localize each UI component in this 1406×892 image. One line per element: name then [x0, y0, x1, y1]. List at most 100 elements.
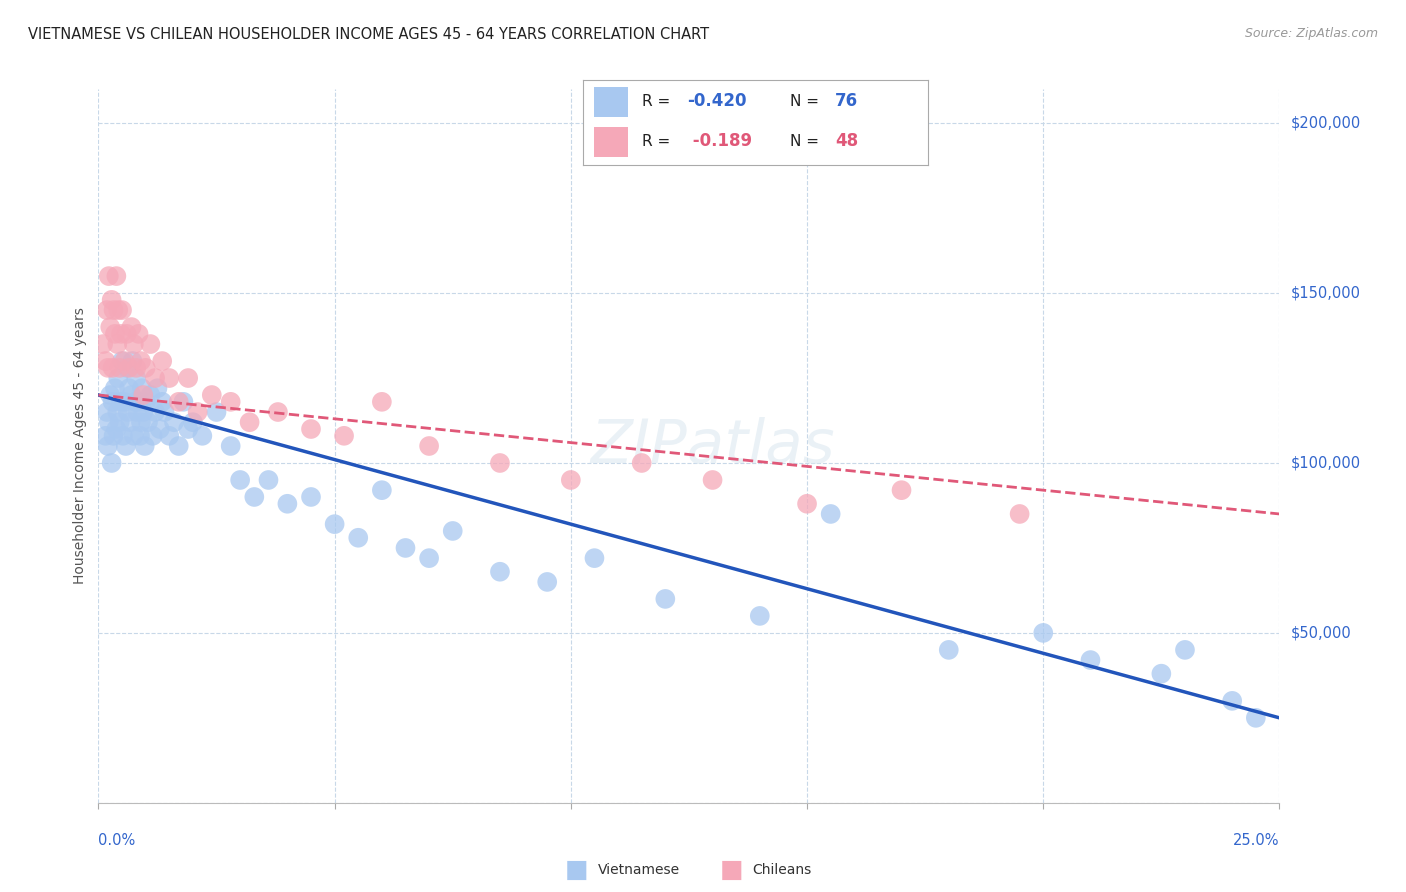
Point: [177, 371, 200, 385]
Point: [536, 574, 558, 589]
Point: [143, 371, 166, 385]
Point: [150, 354, 173, 368]
Point: [97, 269, 120, 284]
Point: [91, 337, 114, 351]
Point: [132, 405, 155, 419]
Point: [1220, 694, 1243, 708]
Point: [105, 405, 128, 419]
Point: [630, 456, 652, 470]
Point: [1008, 507, 1031, 521]
Point: [167, 439, 190, 453]
Point: [276, 497, 298, 511]
Point: [132, 388, 155, 402]
Point: [157, 371, 180, 385]
Point: [748, 608, 770, 623]
Bar: [593, 87, 628, 117]
Point: [890, 483, 912, 498]
Point: [1244, 711, 1267, 725]
Point: [820, 507, 842, 521]
Point: [418, 551, 440, 566]
Text: $50,000: $50,000: [1291, 625, 1351, 640]
Point: [371, 483, 394, 498]
Point: [219, 394, 242, 409]
Point: [105, 269, 128, 284]
Point: [100, 456, 122, 470]
Point: [108, 360, 131, 375]
Point: [101, 360, 124, 375]
Bar: [593, 127, 628, 157]
Point: [149, 422, 172, 436]
Point: [110, 326, 132, 341]
Point: [104, 381, 127, 395]
Point: [117, 405, 139, 419]
Point: [134, 439, 156, 453]
Point: [201, 388, 224, 402]
Point: [114, 439, 136, 453]
Point: [139, 388, 162, 402]
Point: [938, 643, 960, 657]
Point: [118, 360, 141, 375]
Point: [163, 415, 186, 429]
Point: [654, 591, 676, 606]
Text: $200,000: $200,000: [1291, 116, 1361, 131]
Point: [135, 394, 157, 409]
Point: [172, 394, 194, 409]
Point: [299, 490, 322, 504]
Text: -0.189: -0.189: [688, 132, 752, 150]
Point: [441, 524, 464, 538]
Text: 0.0%: 0.0%: [98, 833, 135, 848]
Point: [167, 394, 190, 409]
Text: Source: ZipAtlas.com: Source: ZipAtlas.com: [1244, 27, 1378, 40]
Point: [111, 303, 134, 318]
Point: [125, 360, 148, 375]
Text: ■: ■: [720, 858, 742, 881]
Point: [333, 429, 356, 443]
Point: [1032, 626, 1054, 640]
Text: $150,000: $150,000: [1291, 285, 1361, 301]
Text: 25.0%: 25.0%: [1233, 833, 1279, 848]
Point: [124, 394, 146, 409]
Point: [418, 439, 440, 453]
Text: R =: R =: [643, 134, 675, 149]
Point: [120, 415, 142, 429]
Text: Vietnamese: Vietnamese: [598, 863, 679, 877]
Point: [125, 371, 148, 385]
Point: [181, 415, 204, 429]
Point: [98, 320, 121, 334]
Point: [94, 429, 117, 443]
Text: 48: 48: [835, 132, 858, 150]
Point: [121, 388, 143, 402]
Point: [96, 405, 118, 419]
Point: [205, 405, 228, 419]
Point: [394, 541, 416, 555]
Point: [108, 415, 131, 429]
Point: [105, 337, 128, 351]
Point: [323, 517, 346, 532]
Point: [115, 360, 138, 375]
Text: ■: ■: [565, 858, 588, 881]
Point: [243, 490, 266, 504]
Point: [121, 320, 143, 334]
Point: [101, 394, 124, 409]
Text: N =: N =: [790, 94, 824, 109]
Point: [112, 354, 135, 368]
Point: [128, 326, 150, 341]
Point: [103, 429, 125, 443]
Text: N =: N =: [790, 134, 824, 149]
Point: [129, 354, 152, 368]
Text: 76: 76: [835, 93, 858, 111]
Point: [107, 371, 129, 385]
Point: [136, 415, 159, 429]
Text: $100,000: $100,000: [1291, 456, 1361, 470]
Point: [122, 337, 145, 351]
Point: [702, 473, 724, 487]
Point: [118, 381, 141, 395]
Text: -0.420: -0.420: [688, 93, 747, 111]
Point: [98, 388, 121, 402]
Point: [97, 439, 120, 453]
Point: [371, 394, 394, 409]
Point: [96, 303, 118, 318]
Text: R =: R =: [643, 94, 675, 109]
Point: [177, 422, 200, 436]
Point: [129, 415, 152, 429]
